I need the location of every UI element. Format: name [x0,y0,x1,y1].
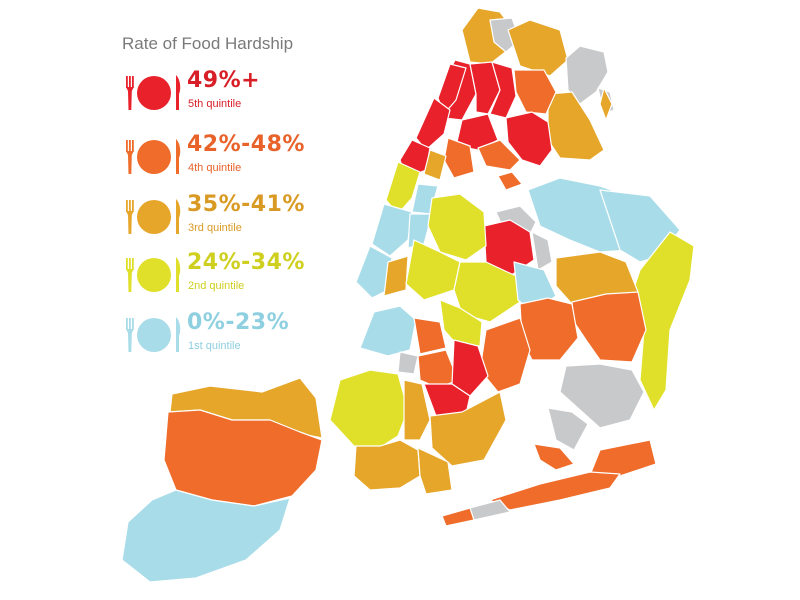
region-brooklyn-gold-south-2 [417,447,453,495]
region-queens-south-orange-1 [571,291,647,363]
legend-title: Rate of Food Hardship [122,34,294,53]
legend-quintile: 4th quintile [188,162,242,174]
region-manhattan-east-harlem [423,149,447,181]
region-rockaway-orange-strip [489,471,621,511]
legend-quintile: 1st quintile [188,340,241,352]
legend-range: 42%-48% [187,132,305,157]
region-brooklyn-red-1 [451,339,489,397]
region-brooklyn-gray-navy [397,351,419,375]
legend-item: 35%-41% 3rd quintile [124,192,324,246]
region-manhattan-washington-heights [415,97,451,151]
legend-range: 0%-23% [187,310,290,335]
region-manhattan-lower [355,245,393,299]
region-bronx-red-south-2 [505,111,553,167]
region-brooklyn-north-blue [359,305,417,357]
region-queens-gray-jfk [559,363,645,429]
region-queens-gray-strip [531,231,553,271]
region-brooklyn-gold-south-1 [353,439,421,491]
region-queens-south-orange-3 [479,317,531,393]
legend-item: 49%+ 5th quintile [124,68,324,122]
legend-range: 24%-34% [187,250,305,275]
region-brooklyn-yellow-west [329,369,409,451]
region-bronx-orange-south-2 [477,139,521,171]
legend-range: 49%+ [187,68,261,93]
plate-fork-knife-icon [126,199,181,234]
region-manhattan-mid [371,203,413,257]
region-queens-yellow-south [439,299,483,347]
region-staten-south-blue [121,489,291,583]
region-brooklyn-orange-canarsie [533,443,575,471]
legend-item: 42%-48% 4th quintile [124,132,324,186]
region-manhattan-lower-gold [383,255,409,297]
region-queens-west-yellow-1 [427,193,487,261]
region-brooklyn-greenpoint-orange [413,317,447,355]
plate-fork-knife-icon [126,257,181,292]
legend-range: 35%-41% [187,192,305,217]
plate-fork-knife-icon [126,317,181,352]
plate-fork-knife-icon [126,139,181,174]
legend-quintile: 5th quintile [188,98,242,110]
legend-item: 24%-34% 2nd quintile [124,250,324,304]
legend-quintile: 2nd quintile [188,280,245,292]
region-brooklyn-gold-east [429,391,507,467]
legend-quintile: 3rd quintile [188,222,242,234]
region-brooklyn-red-2 [423,383,471,417]
region-brooklyn-gold-center [403,379,431,441]
region-bronx-island-gold [599,87,613,121]
region-rockaway-orange-west [441,507,475,527]
region-bronx-north-east [507,19,569,77]
plate-fork-knife-icon [126,75,181,110]
region-bronx-orange-hunts [497,171,523,191]
region-bronx-east [547,91,605,161]
region-queens-central-yellow [453,261,521,323]
region-manhattan-upper [385,161,421,215]
region-brooklyn-gray-bay [547,407,589,451]
region-manhattan-inwood [437,63,467,115]
legend-item: 0%-23% 1st quintile [124,310,324,364]
